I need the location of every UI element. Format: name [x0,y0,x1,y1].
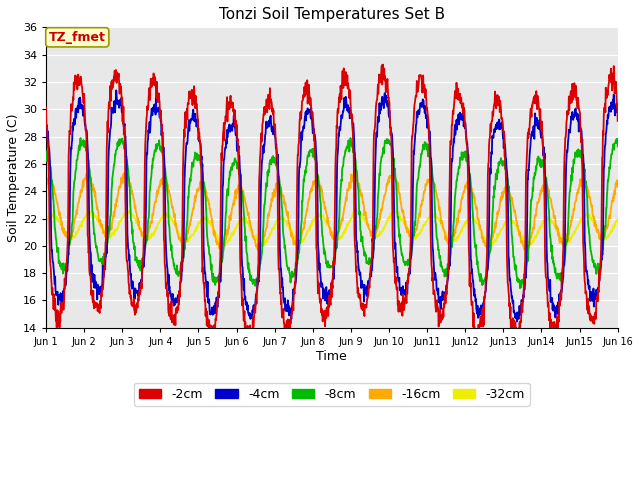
-2cm [280,320,288,326]
-4cm [515,316,522,322]
-16cm [281,203,289,209]
-4cm [614,109,621,115]
-2cm [512,344,520,350]
-4cm [281,300,289,306]
-16cm [614,181,621,187]
-32cm [354,207,362,213]
-2cm [515,327,522,333]
-16cm [420,190,428,195]
-8cm [266,157,274,163]
Line: -32cm: -32cm [46,210,618,246]
-32cm [266,232,274,238]
-32cm [614,216,621,222]
-32cm [514,227,522,232]
-4cm [42,128,50,133]
-8cm [42,151,50,156]
-8cm [420,143,428,148]
-4cm [564,146,572,152]
-2cm [266,97,274,103]
-16cm [122,169,130,175]
-32cm [168,216,176,222]
-16cm [268,204,275,209]
-32cm [525,243,533,249]
Line: -2cm: -2cm [46,65,618,347]
-4cm [513,319,521,324]
-32cm [280,216,288,222]
-32cm [42,219,50,225]
-2cm [168,320,176,325]
-16cm [169,204,177,209]
-2cm [564,112,572,118]
-32cm [564,239,572,244]
-4cm [169,291,177,297]
Title: Tonzi Soil Temperatures Set B: Tonzi Soil Temperatures Set B [219,7,445,22]
Line: -8cm: -8cm [46,138,618,288]
Y-axis label: Soil Temperature (C): Soil Temperature (C) [7,113,20,242]
-4cm [267,113,275,119]
-16cm [564,235,572,240]
-8cm [564,231,572,237]
-16cm [42,188,50,193]
-8cm [516,285,524,291]
-16cm [255,251,263,256]
-16cm [515,228,522,234]
-2cm [42,105,50,110]
-2cm [380,62,387,68]
-4cm [113,87,120,93]
-32cm [420,222,428,228]
X-axis label: Time: Time [316,349,348,362]
-8cm [347,135,355,141]
-2cm [420,89,428,95]
Line: -4cm: -4cm [46,90,618,322]
-8cm [280,237,288,242]
-8cm [514,279,522,285]
-8cm [614,144,621,149]
Line: -16cm: -16cm [46,172,618,253]
-8cm [168,254,176,260]
Legend: -2cm, -4cm, -8cm, -16cm, -32cm: -2cm, -4cm, -8cm, -16cm, -32cm [134,383,530,406]
-4cm [420,106,428,111]
-2cm [614,118,621,124]
Text: TZ_fmet: TZ_fmet [49,31,106,44]
